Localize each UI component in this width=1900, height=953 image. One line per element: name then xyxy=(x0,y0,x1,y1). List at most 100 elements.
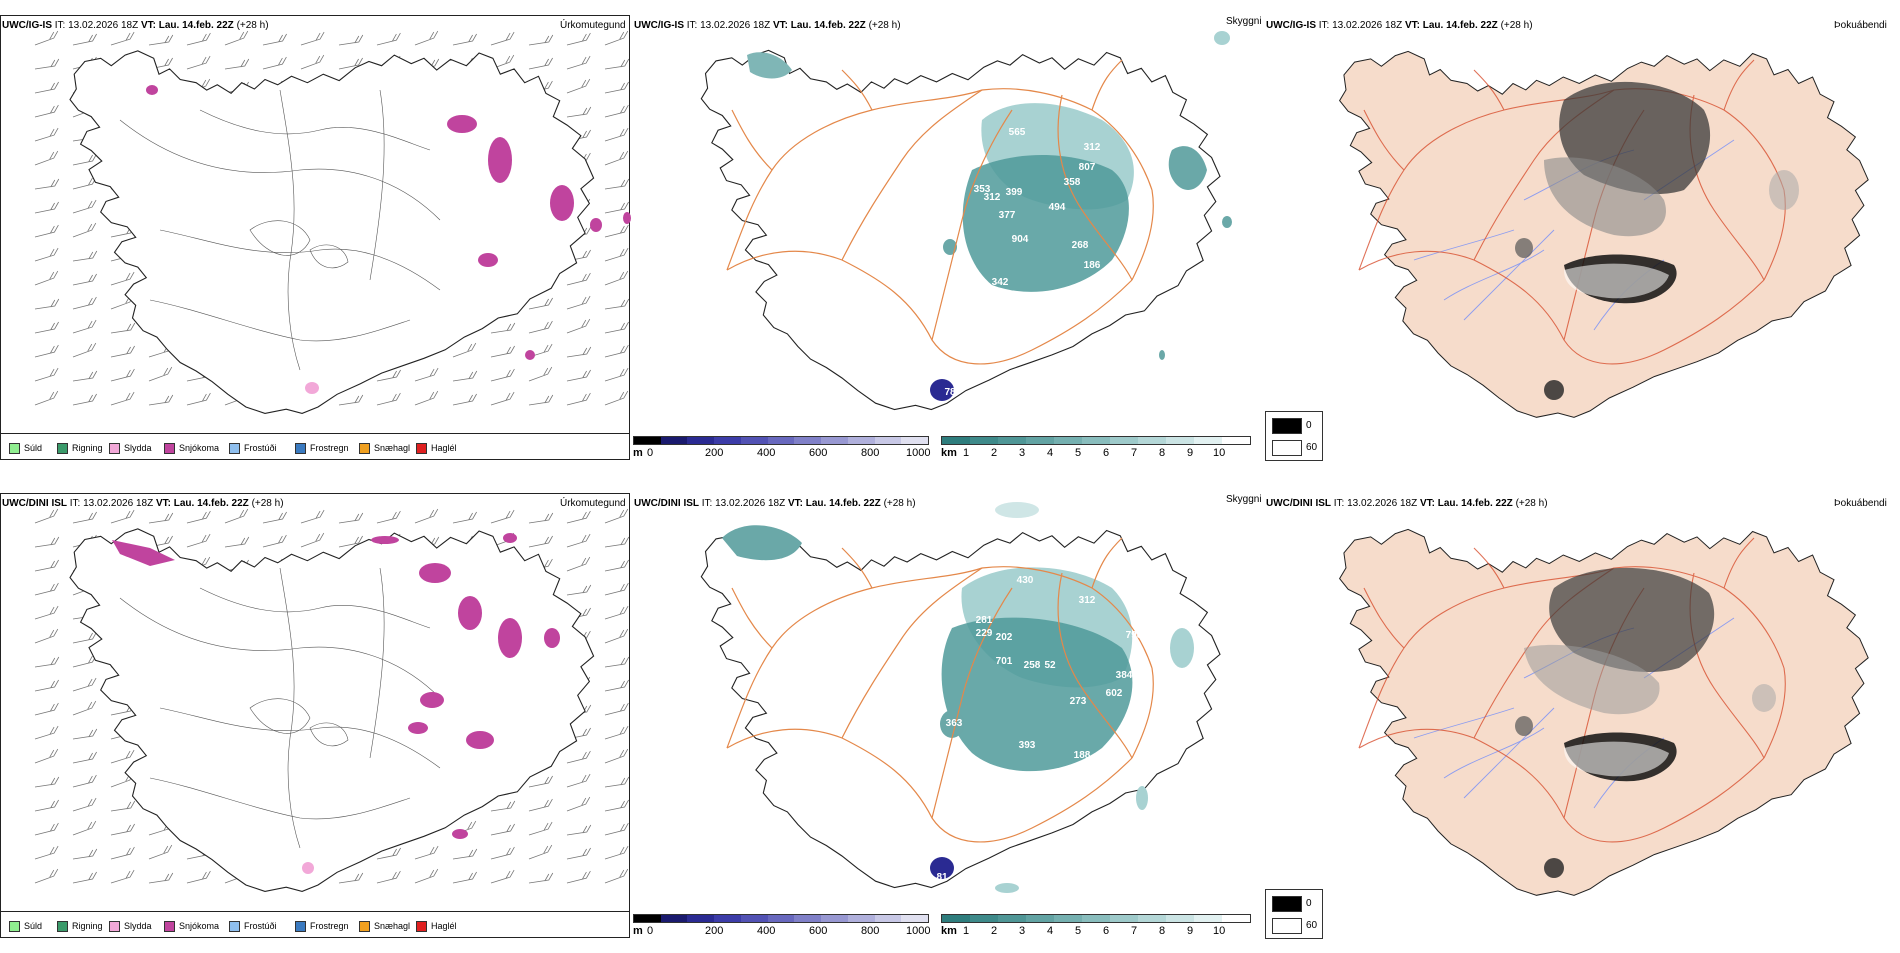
wind-barb xyxy=(110,31,135,46)
fog-area-central xyxy=(1544,157,1666,237)
road-network xyxy=(726,59,1154,365)
height-tick-label: 600 xyxy=(809,447,828,459)
contour-line xyxy=(119,597,441,699)
it-label: IT: xyxy=(54,20,66,31)
road xyxy=(1358,567,1615,749)
legend-swatch xyxy=(359,921,370,933)
wind-barb xyxy=(34,725,59,740)
fog-legend: 0 60 xyxy=(1265,411,1323,461)
wind-barb xyxy=(604,845,629,860)
row-1: UWC/IG-IS IT: 13.02.2026 18Z VT: Lau. 14… xyxy=(0,0,1900,475)
wind-barb xyxy=(604,822,629,836)
sleet-patch xyxy=(305,382,319,394)
wind-barb xyxy=(34,508,59,524)
legend-label: Slydda xyxy=(124,921,152,931)
road xyxy=(1057,94,1133,281)
wind-barb xyxy=(566,533,591,548)
visibility-patch-offshore xyxy=(1222,216,1232,228)
wind-barb xyxy=(34,81,59,94)
snow-patch xyxy=(146,85,158,95)
precip-map xyxy=(34,508,630,892)
wind-barb xyxy=(566,392,591,406)
contour-line xyxy=(199,587,431,629)
visibility-patch-offshore xyxy=(1170,628,1194,668)
colorbar-cell xyxy=(942,915,970,922)
wind-barb xyxy=(528,872,554,884)
wind-barb xyxy=(566,750,591,764)
precip-title: Úrkomutegund xyxy=(560,20,626,31)
precip-title: Úrkomutegund xyxy=(560,498,626,509)
wind-barb xyxy=(72,751,97,764)
visibility-value-label: 78 xyxy=(944,387,956,398)
height-tick-label: 200 xyxy=(705,447,724,459)
visibility-value-label: 430 xyxy=(1017,575,1034,586)
visibility-patch-offshore xyxy=(1214,31,1230,45)
wind-barb xyxy=(148,366,173,382)
visibility-value-label: 353 xyxy=(974,184,991,195)
it-value: 13.02.2026 18Z xyxy=(83,498,154,509)
height-tick-label: 0 xyxy=(647,447,654,459)
km-unit: km xyxy=(941,447,957,459)
colorbar-cell xyxy=(1222,915,1250,922)
height-tick-label: 800 xyxy=(861,925,880,937)
height-tick-label: 600 xyxy=(809,925,828,937)
km-tick-label: 2 xyxy=(991,447,998,459)
lead-time: (+28 h) xyxy=(883,498,916,509)
lead-time: (+28 h) xyxy=(251,498,284,509)
km-tick-label: 3 xyxy=(1019,925,1026,937)
precip-frame xyxy=(0,493,630,938)
visibility-title: Skyggni xyxy=(1226,16,1262,27)
wind-barb xyxy=(34,679,59,692)
wind-barb xyxy=(300,532,325,548)
wind-barb xyxy=(604,344,629,358)
vt-value: Lau. 14.feb. 22Z xyxy=(805,498,881,509)
colorbar-cell xyxy=(1194,437,1222,444)
legend-label: Snæhagl xyxy=(374,443,411,453)
visibility-value-label: 701 xyxy=(996,656,1013,667)
wind-barb xyxy=(34,104,59,118)
fog-patch-west xyxy=(1515,238,1533,258)
wind-barb xyxy=(528,343,553,358)
wind-barb xyxy=(528,57,553,70)
wind-barb xyxy=(490,509,515,524)
wind-barb xyxy=(604,127,629,142)
vt-label: VT: xyxy=(1404,20,1420,31)
wind-barb xyxy=(490,31,515,46)
fog-legend-swatch-60 xyxy=(1272,440,1302,456)
wind-barb xyxy=(566,106,592,118)
legend-item: Snjókoma xyxy=(164,443,219,455)
fog-indicator-panel-2: UWC/DINI ISL IT: 13.02.2026 18Z VT: Lau.… xyxy=(1264,478,1900,953)
contour-line xyxy=(159,707,441,769)
wind-barb xyxy=(34,30,59,46)
wind-barb xyxy=(34,178,60,190)
wind-barb xyxy=(72,342,97,358)
snow-patch xyxy=(419,563,451,583)
fog-area-glacier xyxy=(1564,741,1669,777)
wind-barb xyxy=(338,34,364,46)
vt-label: VT: xyxy=(140,20,156,31)
wind-barb xyxy=(338,512,364,524)
wind-barb xyxy=(528,798,553,812)
wind-barb xyxy=(490,823,515,836)
legend-item: Snæhagl xyxy=(359,921,410,933)
wind-barb xyxy=(604,559,629,572)
road xyxy=(726,89,983,271)
wind-barb xyxy=(72,153,97,166)
wind-barb xyxy=(452,342,477,358)
legend-swatch xyxy=(109,921,120,933)
visibility-value-label: 602 xyxy=(1106,688,1123,699)
visibility-value-label: 595 xyxy=(1004,292,1021,303)
lead-time: (+28 h) xyxy=(1515,498,1548,509)
road xyxy=(841,69,873,111)
wind-barb xyxy=(604,104,629,118)
river xyxy=(1443,249,1545,301)
wind-barb xyxy=(110,509,135,524)
colorbar-cell xyxy=(714,437,741,444)
wind-barb xyxy=(376,392,401,406)
vt-value: Lau. 14.feb. 22Z xyxy=(1422,20,1498,31)
km-tick-label: 1 xyxy=(963,447,970,459)
colorbar-cell xyxy=(847,437,875,444)
wind-barb xyxy=(452,871,477,884)
wind-barb xyxy=(566,796,591,812)
snow-patch xyxy=(525,350,535,360)
